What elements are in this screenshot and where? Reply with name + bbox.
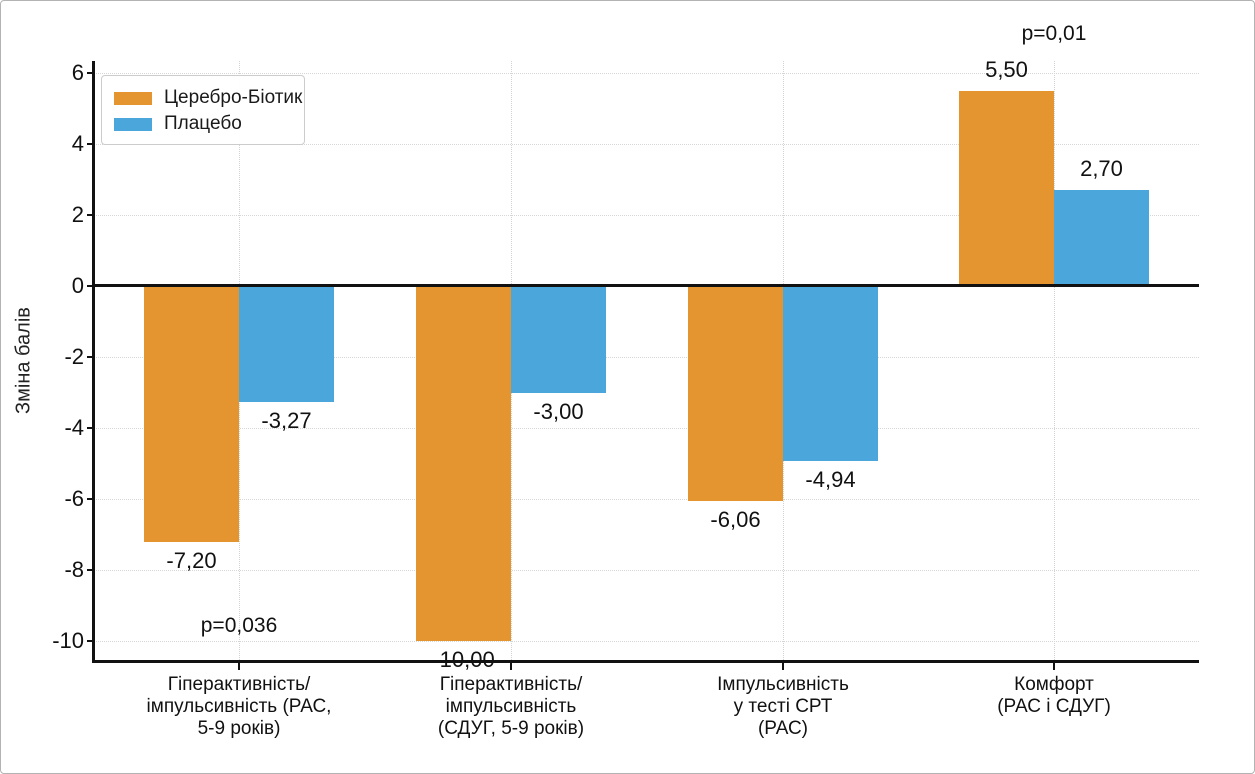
y-tick-label: -4 <box>64 415 84 440</box>
bar-value-label: 2,70 <box>1080 156 1123 182</box>
legend-item: Церебро-Біотик <box>114 88 302 108</box>
bar-series2-group4 <box>1054 190 1149 286</box>
y-tick-mark <box>87 285 94 287</box>
y-tick-label: 4 <box>71 131 84 156</box>
y-tick-label: 2 <box>71 202 84 227</box>
bar-series2-group2 <box>511 286 606 393</box>
horizontal-gridline <box>94 215 1199 216</box>
horizontal-gridline <box>94 428 1199 429</box>
zero-line <box>94 284 1199 287</box>
x-category-label: Гіперактивність/ імпульсивність (РАС, 5-… <box>146 674 332 739</box>
legend-item: Плацебо <box>114 114 292 134</box>
x-axis-spine <box>92 660 1199 663</box>
y-tick-label: -2 <box>64 344 84 369</box>
y-tick-label: 0 <box>71 273 84 298</box>
x-category-label: Гіперактивність/ імпульсивність (СДУГ, 5… <box>437 674 585 739</box>
y-tick-mark <box>87 72 94 74</box>
legend-label: Плацебо <box>164 113 242 134</box>
horizontal-gridline <box>94 73 1199 74</box>
bar-series2-group3 <box>783 286 878 462</box>
y-tick-label: -6 <box>64 486 84 511</box>
x-tick-mark <box>510 663 512 670</box>
legend-swatch <box>114 91 152 105</box>
legend: Церебро-Біотик Плацебо <box>101 75 305 145</box>
bar-value-label: -3,00 <box>533 398 584 424</box>
horizontal-gridline <box>94 499 1199 500</box>
bar-series1-group1 <box>144 286 239 542</box>
horizontal-gridline <box>94 357 1199 358</box>
legend-swatch <box>114 117 152 131</box>
vertical-gridline <box>1054 61 1055 660</box>
y-tick-mark <box>87 427 94 429</box>
horizontal-gridline <box>94 144 1199 145</box>
bar-value-label: -10,00 <box>432 647 495 672</box>
y-tick-label: 6 <box>71 60 84 85</box>
x-tick-mark <box>238 663 240 670</box>
p-value-annotation: p=0,01 <box>1021 21 1087 45</box>
y-tick-mark <box>87 356 94 358</box>
bar-series1-group3 <box>688 286 783 502</box>
y-tick-mark <box>87 143 94 145</box>
bar-value-label: -6,06 <box>710 507 761 533</box>
y-tick-label: -10 <box>52 628 84 653</box>
x-tick-mark <box>1053 663 1055 670</box>
bar-series1-group4 <box>959 90 1054 286</box>
bar-value-label: -7,20 <box>166 547 217 573</box>
bar-series1-group2 <box>416 286 511 641</box>
x-tick-mark <box>782 663 784 670</box>
x-category-label: Імпульсивність у тесті СРТ (РАС) <box>717 674 849 739</box>
y-tick-label: -8 <box>64 557 84 582</box>
legend-label: Церебро-Біотик <box>164 87 303 108</box>
y-tick-mark <box>87 498 94 500</box>
bar-series2-group1 <box>239 286 334 403</box>
horizontal-gridline <box>94 570 1199 571</box>
y-tick-mark <box>87 214 94 216</box>
horizontal-gridline <box>94 641 1199 642</box>
p-value-annotation: p=0,036 <box>200 614 278 638</box>
y-tick-mark <box>87 640 94 642</box>
bar-value-label: -3,27 <box>261 408 312 434</box>
x-category-label: Комфорт (РАС і СДУГ) <box>997 674 1111 717</box>
bar-value-label: 5,50 <box>985 56 1028 82</box>
bar-value-label: -4,94 <box>805 467 856 493</box>
y-axis-spine <box>92 61 95 663</box>
y-tick-mark <box>87 569 94 571</box>
